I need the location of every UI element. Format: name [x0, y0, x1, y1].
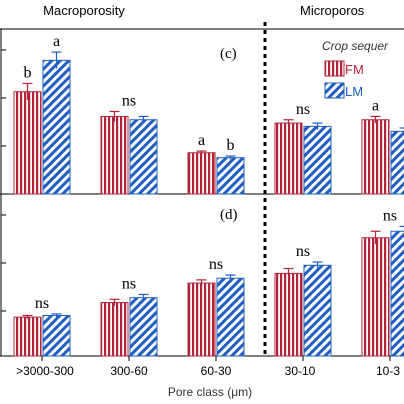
- legend-label-lm: LM: [345, 84, 363, 99]
- x-tick-label: >3000-300: [16, 364, 74, 378]
- legend-swatch-lm: [324, 82, 345, 99]
- significance-label: ns: [296, 243, 310, 260]
- significance-label: ns: [35, 295, 49, 312]
- bar-fm-1: [13, 316, 42, 357]
- bar-lm-3: [216, 157, 245, 195]
- x-tick-label: 10-3: [376, 364, 400, 378]
- bar-lm-3: [216, 277, 245, 357]
- significance-label: ns: [383, 207, 397, 224]
- x-tick-label: 30-10: [285, 364, 316, 378]
- legend-title: Crop sequer: [322, 39, 389, 53]
- legend-label-fm: FM: [345, 62, 364, 77]
- significance-letter: a: [372, 97, 379, 114]
- significance-label: ns: [122, 93, 136, 110]
- significance-letter: a: [198, 132, 205, 149]
- x-axis: >3000-300 300-60 60-30 30-10 10-3 Pore c…: [16, 356, 400, 399]
- legend-swatch-fm: [324, 60, 345, 77]
- significance-label: ns: [296, 101, 310, 118]
- bar-lm-1: [42, 315, 71, 357]
- bar-lm-1: [42, 59, 71, 195]
- bar-fm-3: [187, 282, 216, 357]
- bar-fm-2: [100, 115, 129, 195]
- significance-letter: b: [227, 137, 235, 154]
- legend: Crop sequer FM LM: [322, 39, 389, 99]
- bar-fm-4: [274, 122, 303, 195]
- significance-label: ns: [122, 275, 136, 292]
- significance-letter: a: [53, 33, 60, 50]
- bar-fm-5: [361, 237, 390, 357]
- bar-lm-4: [303, 125, 332, 195]
- bar-lm-4: [303, 264, 332, 357]
- bar-fm-5: [361, 119, 390, 195]
- bar-lm-2: [129, 297, 158, 357]
- header-label-microporosity: Microporos: [300, 3, 365, 18]
- panel-label-c: (c): [220, 46, 237, 62]
- x-tick-label: 300-60: [110, 364, 148, 378]
- bar-fm-3: [187, 152, 216, 195]
- bar-fm-1: [13, 91, 42, 195]
- panel-label-d: (d): [220, 207, 238, 223]
- header-label-macroporosity: Macroporosity: [43, 3, 125, 18]
- x-axis-title: Pore class (μm): [168, 385, 252, 399]
- bar-lm-2: [129, 119, 158, 195]
- bar-fm-2: [100, 302, 129, 357]
- bar-lm-5: [390, 230, 404, 357]
- x-tick-label: 60-30: [201, 364, 232, 378]
- bars-layer: b a ns a b ns a ns ns ns ns ns: [13, 33, 404, 357]
- bar-fm-4: [274, 272, 303, 357]
- y-axis-ticks: [1, 49, 6, 312]
- significance-label: ns: [209, 256, 223, 273]
- significance-letter: b: [24, 64, 32, 81]
- bar-lm-5: [390, 130, 404, 195]
